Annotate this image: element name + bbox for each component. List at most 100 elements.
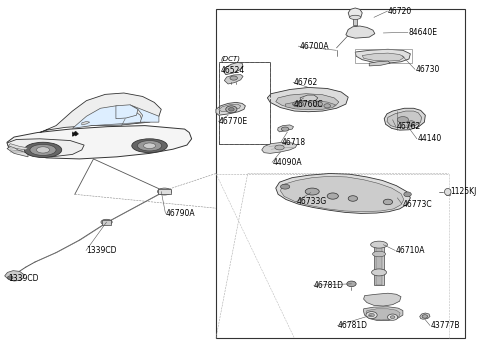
Polygon shape (223, 62, 243, 75)
Ellipse shape (305, 188, 319, 195)
Polygon shape (285, 101, 336, 110)
Polygon shape (224, 75, 243, 84)
Ellipse shape (8, 276, 13, 279)
Ellipse shape (36, 147, 49, 153)
Ellipse shape (228, 108, 234, 111)
Ellipse shape (157, 188, 171, 195)
Ellipse shape (137, 141, 162, 151)
Ellipse shape (348, 196, 358, 201)
Bar (219, 62, 270, 144)
Polygon shape (364, 307, 403, 321)
Bar (158, 189, 171, 194)
Polygon shape (355, 49, 410, 63)
Text: 46720: 46720 (388, 7, 412, 16)
Polygon shape (364, 293, 401, 306)
Polygon shape (277, 125, 294, 132)
Text: 44140: 44140 (418, 134, 442, 143)
Polygon shape (369, 61, 390, 66)
Polygon shape (280, 176, 404, 212)
Ellipse shape (371, 241, 387, 248)
Polygon shape (116, 105, 138, 119)
Polygon shape (130, 105, 159, 122)
Text: 84640E: 84640E (409, 28, 438, 37)
Ellipse shape (387, 314, 398, 320)
Text: 46790A: 46790A (166, 209, 195, 218)
Bar (216, 9, 465, 338)
Ellipse shape (390, 316, 395, 319)
Polygon shape (216, 102, 245, 115)
Ellipse shape (369, 313, 374, 317)
Polygon shape (300, 95, 318, 101)
Polygon shape (219, 104, 240, 112)
Ellipse shape (281, 127, 289, 131)
Ellipse shape (349, 15, 361, 19)
Ellipse shape (280, 184, 290, 189)
Ellipse shape (408, 121, 415, 126)
Polygon shape (82, 121, 90, 125)
Polygon shape (262, 142, 297, 153)
Ellipse shape (226, 106, 237, 113)
Text: 46781D: 46781D (314, 281, 344, 290)
Polygon shape (366, 309, 400, 320)
Polygon shape (7, 126, 192, 159)
Text: 46760C: 46760C (294, 100, 323, 109)
Text: 46781D: 46781D (338, 321, 368, 330)
Ellipse shape (372, 251, 385, 257)
Text: 46524: 46524 (221, 66, 245, 75)
Polygon shape (387, 111, 421, 128)
Bar (374, 244, 384, 285)
Ellipse shape (30, 144, 56, 155)
Ellipse shape (101, 219, 112, 225)
Polygon shape (346, 26, 375, 38)
Polygon shape (276, 174, 410, 213)
Bar (376, 244, 383, 285)
Polygon shape (9, 144, 28, 150)
Ellipse shape (313, 102, 323, 107)
Polygon shape (5, 271, 24, 281)
Ellipse shape (144, 143, 156, 149)
Ellipse shape (132, 139, 168, 153)
Text: 46773C: 46773C (403, 200, 432, 209)
Text: 46730: 46730 (416, 65, 440, 74)
Ellipse shape (444, 188, 451, 195)
Ellipse shape (366, 312, 377, 319)
Bar (102, 220, 111, 225)
Text: 46718: 46718 (281, 138, 305, 147)
Text: (DCT): (DCT) (220, 55, 240, 62)
Text: 1125KJ: 1125KJ (450, 187, 477, 196)
Text: 46762: 46762 (396, 122, 420, 131)
Text: 43777B: 43777B (431, 321, 460, 330)
Ellipse shape (293, 101, 304, 107)
Ellipse shape (372, 269, 386, 276)
Polygon shape (72, 106, 143, 128)
Text: 46733G: 46733G (296, 197, 326, 206)
Ellipse shape (327, 193, 338, 199)
Polygon shape (420, 313, 430, 319)
Text: 46770E: 46770E (219, 117, 248, 126)
Polygon shape (72, 131, 79, 136)
Text: 44090A: 44090A (273, 158, 302, 167)
Ellipse shape (383, 199, 393, 205)
Ellipse shape (397, 117, 408, 123)
Ellipse shape (347, 281, 356, 287)
Text: 46700A: 46700A (299, 42, 329, 51)
Text: 1339CD: 1339CD (8, 274, 38, 283)
Polygon shape (362, 53, 404, 61)
Polygon shape (7, 139, 84, 157)
Polygon shape (267, 87, 348, 112)
Ellipse shape (24, 142, 62, 158)
Text: 46710A: 46710A (396, 246, 425, 255)
Bar (219, 62, 270, 144)
Polygon shape (40, 93, 161, 133)
Ellipse shape (275, 145, 284, 150)
Text: 1339CD: 1339CD (86, 246, 117, 255)
Bar (446, 189, 450, 195)
Ellipse shape (404, 192, 411, 197)
Polygon shape (384, 108, 425, 130)
Polygon shape (348, 8, 362, 17)
Polygon shape (7, 146, 28, 157)
Polygon shape (276, 94, 339, 109)
Ellipse shape (230, 76, 238, 80)
Bar (353, 17, 357, 25)
Ellipse shape (422, 315, 428, 318)
